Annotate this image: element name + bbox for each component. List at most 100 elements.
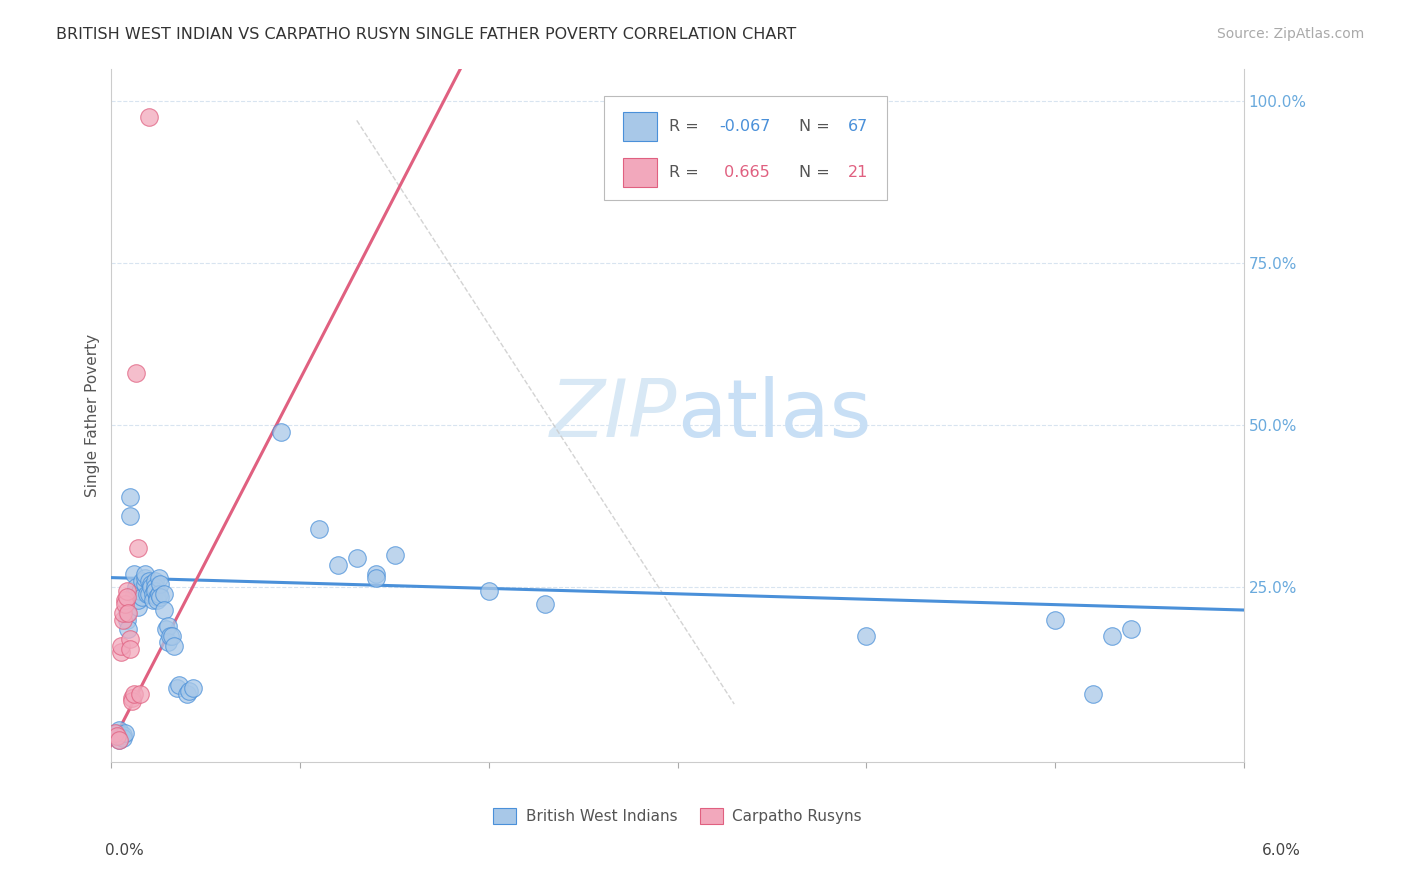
Point — [160, 629, 183, 643]
Point — [364, 571, 387, 585]
Point — [143, 583, 166, 598]
Point — [105, 726, 128, 740]
Point — [1119, 623, 1142, 637]
Point — [120, 508, 142, 523]
Text: BRITISH WEST INDIAN VS CARPATHO RUSYN SINGLE FATHER POVERTY CORRELATION CHART: BRITISH WEST INDIAN VS CARPATHO RUSYN SI… — [56, 27, 796, 42]
Point — [308, 522, 330, 536]
Point — [270, 425, 292, 439]
Point — [131, 590, 153, 604]
Point — [1081, 687, 1104, 701]
Text: N =: N = — [799, 165, 835, 180]
Point — [149, 577, 172, 591]
Point — [134, 567, 156, 582]
Point — [111, 607, 134, 621]
Point — [153, 587, 176, 601]
Point — [117, 607, 139, 621]
Y-axis label: Single Father Poverty: Single Father Poverty — [86, 334, 100, 497]
Point — [127, 541, 149, 556]
Point — [122, 687, 145, 701]
Point — [136, 587, 159, 601]
Point — [120, 490, 142, 504]
Point — [478, 583, 501, 598]
Point — [149, 590, 172, 604]
Point — [128, 583, 150, 598]
Point — [125, 580, 148, 594]
Point — [114, 593, 136, 607]
Point — [128, 687, 150, 701]
Point — [181, 681, 204, 695]
Point — [169, 678, 191, 692]
Point — [115, 613, 138, 627]
Point — [134, 577, 156, 591]
Text: 67: 67 — [848, 119, 868, 134]
FancyBboxPatch shape — [623, 158, 657, 187]
FancyBboxPatch shape — [605, 96, 887, 201]
Point — [142, 587, 165, 601]
Point — [127, 599, 149, 614]
Legend: British West Indians, Carpatho Rusyns: British West Indians, Carpatho Rusyns — [494, 808, 862, 824]
Point — [148, 587, 170, 601]
Point — [145, 593, 167, 607]
Point — [121, 694, 143, 708]
Point — [108, 732, 131, 747]
Point — [155, 623, 177, 637]
Text: R =: R = — [668, 119, 703, 134]
Point — [153, 603, 176, 617]
Point — [139, 577, 162, 591]
Point — [1043, 613, 1066, 627]
Point — [346, 551, 368, 566]
Point — [110, 639, 132, 653]
Point — [139, 580, 162, 594]
Point — [104, 730, 127, 744]
Point — [157, 619, 180, 633]
Point — [125, 367, 148, 381]
Point — [855, 629, 877, 643]
Point — [131, 574, 153, 588]
Point — [105, 730, 128, 744]
Point — [111, 613, 134, 627]
Point — [384, 548, 406, 562]
Point — [145, 590, 167, 604]
Point — [127, 593, 149, 607]
Text: 6.0%: 6.0% — [1261, 843, 1301, 858]
Point — [143, 574, 166, 588]
Point — [1101, 629, 1123, 643]
Point — [117, 623, 139, 637]
Text: atlas: atlas — [678, 376, 872, 455]
Point — [115, 590, 138, 604]
Text: 21: 21 — [848, 165, 868, 180]
Point — [115, 583, 138, 598]
Point — [114, 597, 136, 611]
Point — [326, 558, 349, 572]
Point — [166, 681, 188, 695]
Text: ZIP: ZIP — [550, 376, 678, 455]
Point — [122, 587, 145, 601]
Point — [114, 726, 136, 740]
Point — [120, 642, 142, 657]
Text: N =: N = — [799, 119, 835, 134]
Point — [138, 587, 160, 601]
Point — [111, 731, 134, 745]
Point — [159, 629, 181, 643]
Point — [120, 632, 142, 647]
Point — [108, 732, 131, 747]
Point — [110, 645, 132, 659]
Point — [142, 593, 165, 607]
Point — [157, 635, 180, 649]
Point — [111, 728, 134, 742]
Point — [143, 580, 166, 594]
Point — [534, 597, 557, 611]
Point — [163, 639, 186, 653]
Point — [364, 567, 387, 582]
Point — [176, 687, 198, 701]
Point — [108, 723, 131, 737]
Text: -0.067: -0.067 — [720, 119, 770, 134]
Point — [148, 571, 170, 585]
Text: 0.0%: 0.0% — [105, 843, 145, 858]
FancyBboxPatch shape — [623, 112, 657, 141]
Point — [110, 730, 132, 744]
Point — [177, 684, 200, 698]
Text: 0.665: 0.665 — [720, 165, 770, 180]
Point — [115, 607, 138, 621]
Point — [134, 571, 156, 585]
